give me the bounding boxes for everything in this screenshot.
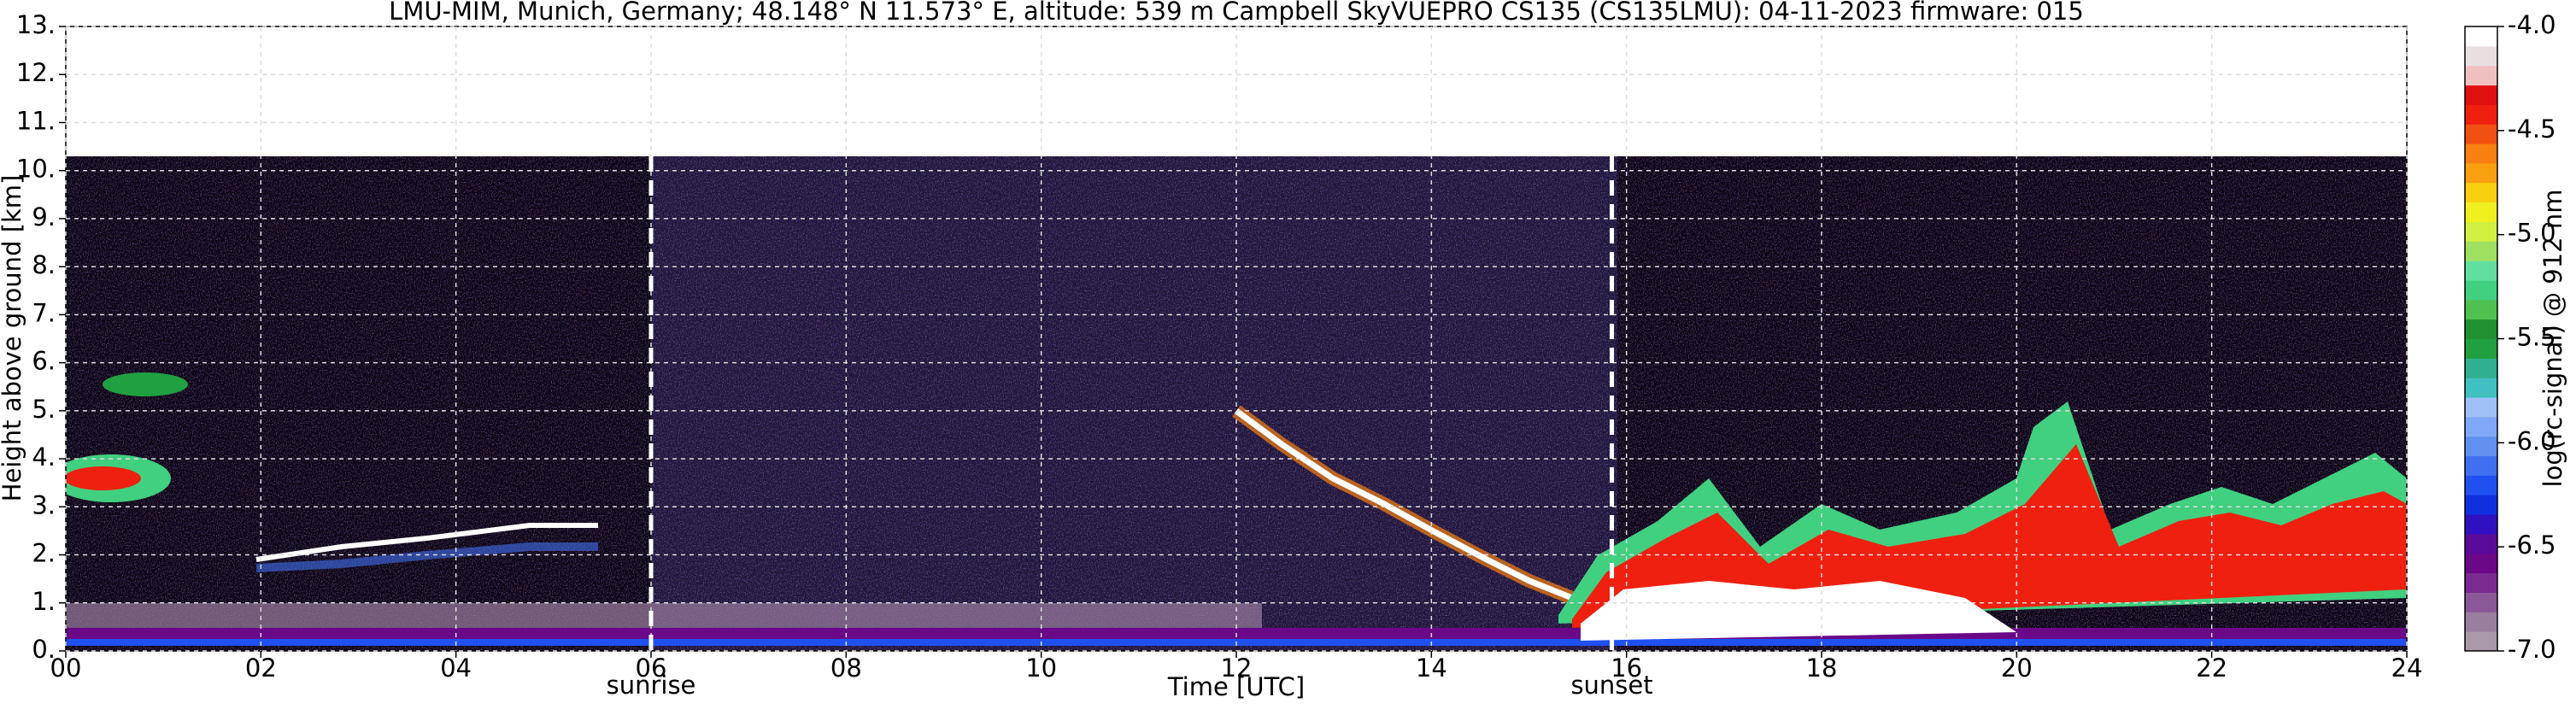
colorbar-swatch bbox=[2465, 436, 2497, 457]
colorbar-swatch bbox=[2465, 65, 2497, 86]
y-tick-label: 11. bbox=[16, 106, 56, 135]
colorbar-swatch bbox=[2465, 221, 2497, 242]
colorbar-tick-label: -7.0 bbox=[2508, 635, 2556, 664]
colorbar-swatch bbox=[2465, 279, 2497, 301]
colorbar-tick-label: -5.5 bbox=[2508, 323, 2556, 352]
y-tick-label: 8. bbox=[32, 250, 56, 279]
y-tick-label: 12. bbox=[16, 58, 56, 87]
x-tick-label: 08 bbox=[830, 653, 862, 683]
heatmap bbox=[66, 26, 2407, 651]
colorbar-swatch bbox=[2465, 416, 2497, 437]
colorbar-tick-label: -4.0 bbox=[2508, 10, 2556, 39]
y-tick-label: 10. bbox=[16, 155, 56, 184]
x-axis-title: Time [UTC] bbox=[1167, 672, 1305, 701]
y-tick-label: 9. bbox=[32, 202, 56, 231]
colorbar-swatch bbox=[2465, 319, 2497, 339]
colorbar-swatch bbox=[2465, 533, 2497, 554]
colorbar-swatch bbox=[2465, 514, 2497, 535]
colorbar-swatch bbox=[2465, 299, 2497, 320]
colorbar-tick-label: -5.0 bbox=[2508, 219, 2556, 248]
x-tick-label: 24 bbox=[2391, 653, 2423, 683]
colorbar-swatch bbox=[2465, 358, 2497, 378]
x-tick-label: 00 bbox=[50, 653, 82, 683]
annotation-label: sunrise bbox=[607, 671, 696, 700]
x-tick-label: 22 bbox=[2196, 653, 2227, 683]
annotation-label: sunset bbox=[1570, 671, 1652, 700]
colorbar-swatch bbox=[2465, 631, 2497, 652]
colorbar-swatch bbox=[2465, 592, 2497, 612]
y-tick-label: 7. bbox=[32, 298, 56, 327]
x-tick-label: 10 bbox=[1025, 653, 1057, 683]
x-tick-label: 06 bbox=[636, 653, 667, 683]
y-axis-title: Height above ground [km] bbox=[0, 175, 26, 502]
colorbar-swatch bbox=[2465, 26, 2497, 47]
colorbar-tick-label: -6.5 bbox=[2508, 530, 2556, 560]
chart-title: LMU-MIM, Munich, Germany; 48.148° N 11.5… bbox=[389, 0, 2084, 26]
x-tick-label: 12 bbox=[1221, 653, 1253, 683]
colorbar-swatch bbox=[2465, 572, 2497, 593]
x-tick-label: 02 bbox=[245, 653, 277, 683]
colorbar-swatch bbox=[2465, 241, 2497, 261]
y-tick-label: 1. bbox=[32, 587, 56, 616]
colorbar-swatch bbox=[2465, 104, 2497, 125]
colorbar-swatch bbox=[2465, 144, 2497, 164]
y-tick-label: 13. bbox=[16, 10, 56, 39]
x-tick-label: 04 bbox=[440, 653, 472, 683]
x-tick-label: 16 bbox=[1611, 653, 1642, 683]
colorbar-swatch bbox=[2465, 397, 2497, 418]
colorbar-swatch bbox=[2465, 45, 2497, 67]
colorbar-swatch bbox=[2465, 261, 2497, 281]
colorbar-swatch bbox=[2465, 124, 2497, 144]
colorbar-swatch bbox=[2465, 202, 2497, 222]
colorbar-title: log(rc-signal) @ 912 nm bbox=[2538, 190, 2567, 488]
x-tick-label: 20 bbox=[2001, 653, 2033, 683]
x-tick-label: 14 bbox=[1416, 653, 1447, 683]
colorbar-swatch bbox=[2465, 182, 2497, 203]
colorbar-swatch bbox=[2465, 553, 2497, 574]
y-tick-label: 3. bbox=[32, 490, 56, 519]
colorbar-tick-label: -6.0 bbox=[2508, 426, 2556, 455]
colorbar-swatch bbox=[2465, 378, 2497, 398]
colorbar-swatch bbox=[2465, 162, 2497, 184]
colorbar-swatch bbox=[2465, 455, 2497, 476]
y-tick-label: 6. bbox=[32, 347, 56, 376]
colorbar-swatch bbox=[2465, 612, 2497, 632]
y-tick-label: 0. bbox=[32, 635, 56, 664]
colorbar-swatch bbox=[2465, 338, 2497, 359]
colorbar-tick-label: -4.5 bbox=[2508, 114, 2556, 144]
colorbar-swatch bbox=[2465, 495, 2497, 515]
y-tick-label: 2. bbox=[32, 539, 56, 568]
y-tick-label: 4. bbox=[32, 442, 56, 472]
x-tick-label: 18 bbox=[1806, 653, 1838, 683]
colorbar-swatch bbox=[2465, 85, 2497, 105]
y-tick-label: 5. bbox=[32, 395, 56, 424]
colorbar-swatch bbox=[2465, 475, 2497, 495]
